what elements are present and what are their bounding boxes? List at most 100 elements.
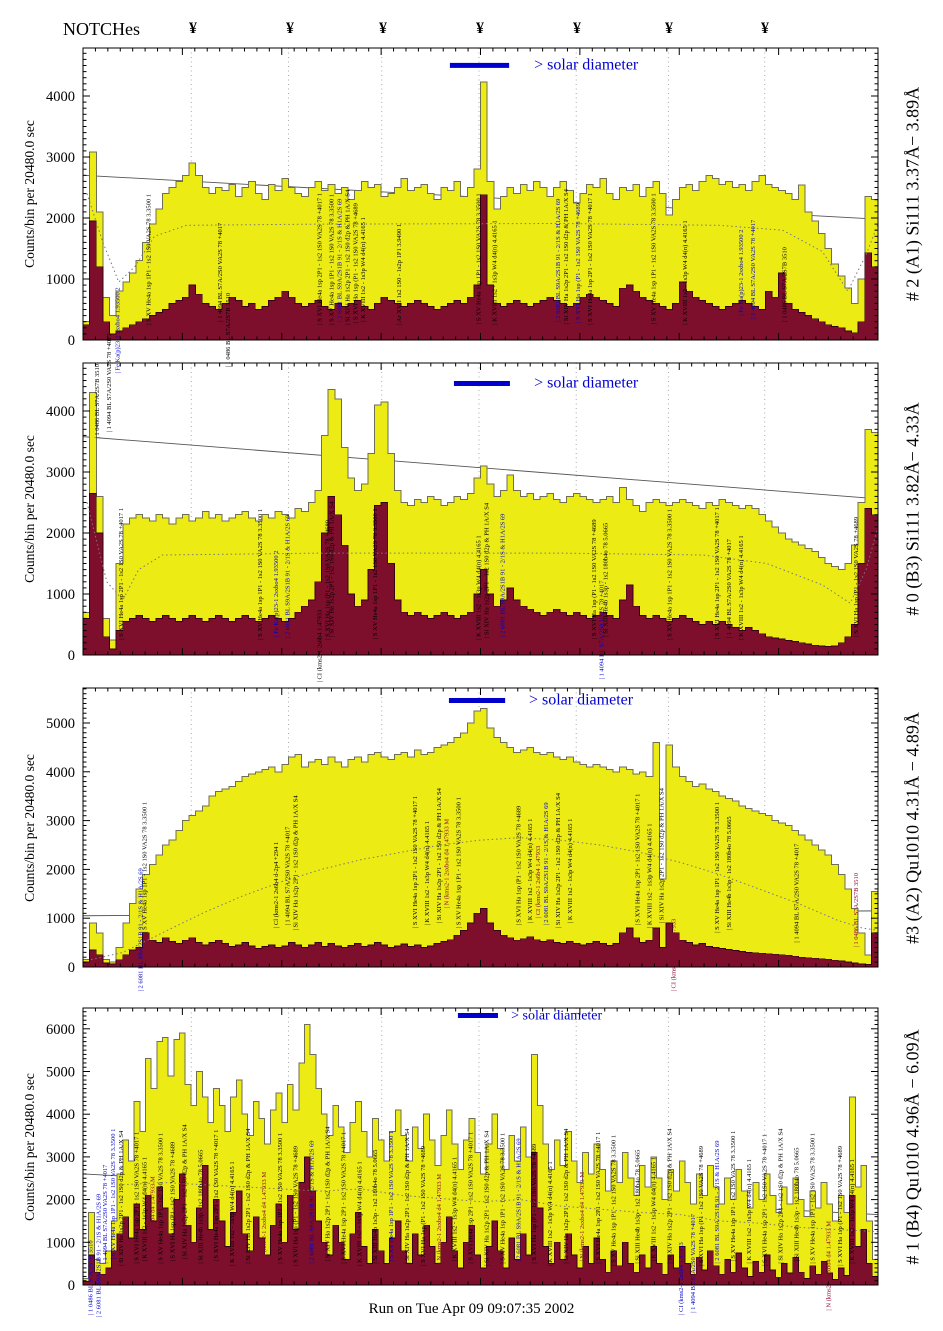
y-tick-label: 2000 [46, 211, 75, 227]
line-id-annotation: | S XVI Ha 1sp (P1 - 1s2 1S0 VA2S 78 +46… [169, 1142, 176, 1262]
notch-symbol: ¥ [573, 20, 581, 37]
line-id-annotation: | Si XIV Ha 1s2p 2P1 - 1s2 1S0 d2p & PH … [324, 1126, 331, 1262]
y-tick-label: 6000 [46, 1022, 75, 1038]
solar-diameter-bar [457, 1012, 498, 1018]
line-id-annotation: | K XVIII 1s2 - 1s3p W4 d4(n) 4.4165 1 [738, 535, 745, 639]
dotted-trend-line [122, 1181, 879, 1233]
line-id-annotation: | 1 4094 BL S7A/2S0 VA2S 78 +4017 [750, 219, 757, 319]
line-id-annotation: | 1 4094 BL S7A/2S0 VA2S 78 +4017 [794, 843, 801, 943]
line-id-annotation: | 1 0486 BL S7A/2S7B 3510 [225, 293, 232, 368]
line-id-annotation: | Fe Ka(p)23-1 2sxbo4 1.93500 2 [738, 229, 745, 315]
line-id-annotation: | S XVI Ha 1sp (P1 - 1s2 1S0 VA2S 78 +46… [698, 1146, 705, 1266]
line-id-annotation: | K XVIII 1s2 - 1s3p W4 d4(n) 4.4165 1 [849, 1159, 856, 1263]
histogram-total [82, 707, 879, 968]
notch-symbol: ¥ [286, 20, 294, 37]
line-id-annotation: | 1 0486 BL S7A/2S7B 3510 [94, 364, 101, 439]
line-id-annotation: | S XV He4a 1sp 1P1 - 1s2 1S0 VA2S 78 3.… [809, 1133, 816, 1264]
line-id-annotation: | Si XIV Ha 1s2p 2P1 - 1s2 1S0 d2p & PH … [404, 1128, 411, 1264]
y-tick-label: 0 [68, 333, 75, 349]
line-id-annotation: | S XVI Ha 1sp (P1 - 1s2 1S0 VA2S 78 +46… [324, 520, 331, 640]
line-id-annotation: | S XV He4a 1sp 1P1 - 1s2 1S0 VA2S 78 3.… [611, 1135, 618, 1266]
histogram-background [82, 908, 879, 968]
line-id-annotation: | N (kms2-1 2sxbo4 d4 1.47933 M [261, 1172, 268, 1262]
solar-diameter-bar [448, 697, 506, 703]
notches-header-label: NOTCHes [63, 19, 140, 39]
line-id-annotation: | K XVIII 1s2 - 1s3p W4 d4(n) 4.4165 1 [360, 217, 367, 321]
line-id-annotation: | 1 4094 BL S7A/2S0 VA2S 78 +4017 [599, 580, 606, 680]
line-id-annotation: | Si XIII He4b 1s3p - 1s2 180b4o 78 5.06… [726, 816, 733, 930]
line-id-annotation: | K XVIII 1s2 - 1s3p W4 d4(n) 4.4165 1 [746, 1159, 753, 1263]
line-id-annotation: | CI (kms2-1 2s6b4 1.47933 [317, 610, 324, 683]
y-tick-label: 5000 [46, 716, 75, 732]
solar-diameter-label: > solar diameter [534, 56, 639, 73]
line-id-annotation: | 2 6081 BL S9A/2S1B 91 - 2/1S & H1A/2S … [285, 515, 292, 638]
line-id-annotation: | K XVIII 1s2 - 1s3p W4 d4(n) 4.4165 1 [452, 1157, 459, 1261]
plot-area: | Fe Ka(p)23-1 2sxbo4 1.93500 2 | S XV He… [46, 47, 879, 374]
y-tick-label: 1000 [46, 911, 75, 927]
line-id-annotation: | S XVI Ha 1sp (P1 - 1s2 1S0 VA2S 78 +46… [420, 1146, 427, 1266]
line-id-annotation: | Si XIII He4b 1s3p - 1s2 180b4o 78 5.06… [372, 1150, 379, 1264]
line-id-annotation: | S XVI He4a 1sp 2P1 - 1s2 1S0 VA2S 78 +… [317, 193, 324, 325]
line-id-annotation: | 2 6081 BL S9A/2S1B 91 - 2/1S & H1A/2S … [138, 868, 145, 991]
line-id-annotation: | S XVI He4a 1sp 2P1 - 1s2 1S0 VA2S 78 +… [587, 193, 594, 325]
line-id-annotation: | N (kms2-1 2sxbo4 d4 1.47933 M [444, 819, 451, 909]
line-id-annotation: | CI (kms2-1 2s6b4 1.47933 [678, 1242, 685, 1315]
y-tick-label: 0 [68, 960, 75, 976]
notch-symbol: ¥ [189, 20, 197, 37]
solar-diameter-bar [449, 62, 510, 68]
line-id-annotation: | Si XIV Ha 1s2p 2P1 - 1s2 1S0 d2p & PH … [293, 795, 300, 931]
line-id-annotation: | S XVI He4a 1sp 2P1 - 1s2 1S0 VA2S 78 +… [714, 507, 721, 639]
line-id-annotation: | S XV He4a 1sp 1P1 - 1s2 1S0 VA2S 78 3.… [730, 1131, 737, 1262]
line-id-annotation: | Si XIV Ha 1s2p 2P1 - 1s2 1S0 d2p & PH … [344, 189, 351, 325]
line-id-annotation: | CI (kms2-1 2s6b4 1.47933 [670, 919, 677, 992]
histogram-background [82, 493, 879, 656]
line-id-annotation: | 2 6081 BL S9A/2S1B 91 - 2/1S & H1A/2S … [714, 1140, 721, 1263]
y-tick-label: 3000 [46, 1150, 75, 1166]
line-id-annotation: | S XVI Ha 1sp (P1 - 1s2 1S0 VA2S 78 +46… [591, 519, 598, 639]
line-id-annotation: | 1 4094 BL S7A/2S0 VA2S 78 +4017 [102, 1164, 109, 1264]
line-id-annotation: | 2 6081 BL S9A/2S1B 91 - 2/1S & H1A/2S … [309, 1140, 316, 1263]
line-id-annotation: | K XVIII 1s2 - 1s3p W4 d4(n) 4.4165 1 [567, 819, 574, 923]
line-id-annotation: | N (kms2-1 2sxbo4 d4 1.47933 M [436, 1174, 443, 1264]
line-id-annotation: | S XV He4a 1sp 1P1 - 1s2 1S0 VA2S 78 3.… [456, 797, 463, 928]
line-id-annotation: | Cl (kms2-1 2s6b4 d-2p4 +294 1 [273, 842, 280, 928]
line-id-annotation: | Si XIV Ha 1s2p 2P1 - 1s2 1S0 d2p & PH … [555, 792, 562, 928]
y-tick-label: 1000 [46, 272, 75, 288]
footer-run-timestamp: Run on Tue Apr 09 09:07:35 2002 [368, 1301, 575, 1317]
line-id-annotation: | S XVI Ha 1sp (P1 - 1s2 1S0 VA2S 78 +46… [837, 1146, 844, 1266]
y-tick-label: 4000 [46, 89, 75, 105]
panel-right-label: # 0 (B3) Si111 3.82Å− 4.33Å [902, 402, 923, 616]
notch-symbol: ¥ [379, 20, 387, 37]
y-tick-label: 0 [68, 648, 75, 664]
line-id-annotation: | 1 0486 BL S7A/2S7B 3510 [782, 247, 789, 322]
histogram-total [82, 389, 879, 656]
y-tick-label: 4000 [46, 404, 75, 420]
histogram-background [82, 1152, 879, 1286]
y-axis-label: Counts/bin per 20480.0 sec [22, 1072, 37, 1221]
line-id-annotation: | Si XIV Ha 1s2p 2P1 - 1s2 1S0 d2p & PH … [118, 1130, 125, 1266]
line-id-annotation: | Si XIV Ha 1s2p 2P1 - 1s2 1S0 d2p & PH … [483, 502, 490, 638]
line-id-annotation: | S XVI Ha 1sp (P1 - 1s2 1S0 VA2S 78 +46… [853, 517, 860, 637]
line-id-annotation: | S XV He4a 1sp 1P1 - 1s2 1S0 VA2S 78 3.… [277, 1133, 284, 1264]
solar-diameter-label: > solar diameter [529, 691, 634, 708]
y-tick-label: 5000 [46, 1064, 75, 1080]
line-id-annotation: | Si XIII He4b 1s3p - 1s2 180b4o 78 5.06… [635, 1150, 642, 1264]
line-id-annotation: | Ar XVII 1s2 1S0 - 1s2p 1P1 3.9490 1 [396, 224, 403, 325]
line-id-annotation: | CI (kms2-1 2s6b4 1.47933 [535, 846, 542, 919]
line-id-annotation: | Si XIV Ha 1s2p 2P1 - 1s2 1S0 d2p & PH … [245, 1128, 252, 1264]
panel-right-label: # 2 (A1) Si111 3.37Å− 3.89Å [902, 86, 923, 302]
panel-right-label: #3 (A2) Qu1010 4.31Å − 4.89Å [902, 711, 923, 944]
line-id-annotation: | S XV He4a 1sp 1P1 - 1s2 1S0 VA2S 78 3.… [158, 1133, 165, 1264]
line-id-annotation: | K XVIII 1s2 - 1s3p W4 d4(n) 4.4165 1 [229, 1161, 236, 1265]
line-id-annotation: | Si XIV Ha 1s2p 2P1 - 1s2 1S0 d2p & PH … [483, 1130, 490, 1266]
line-id-annotation: | K XVIII 1s2 - 1s3p W4 d4(n) 4.4165 1 [142, 1157, 149, 1261]
line-id-annotation: | Fe Ka(p)23-1 2sxbo4 1.93500 2 [273, 551, 280, 637]
line-id-annotation: | S XV He4a 1sp 1P1 - 1s2 1S0 VA2S 78 3.… [257, 509, 264, 640]
y-tick-label: 1000 [46, 1235, 75, 1251]
line-id-annotation: | Si XIV Ha 1s2p 2P1 - 1s2 1S0 d2p & PH … [666, 1128, 673, 1264]
line-id-annotation: | K XVIII 1s2 - 1s3p W4 d4(n) 4.4165 1 [491, 220, 498, 324]
line-id-annotation: | N (kms2-1 2sxbo4 d4 1.47933 M [579, 1172, 586, 1262]
line-id-annotation: | S XVI Ha 1sp (P1 - 1s2 1S0 VA2S 78 +46… [352, 203, 359, 323]
line-id-annotation: | S XVI He4a 1sp 2P1 - 1s2 1S0 VA2S 78 +… [134, 1132, 141, 1264]
